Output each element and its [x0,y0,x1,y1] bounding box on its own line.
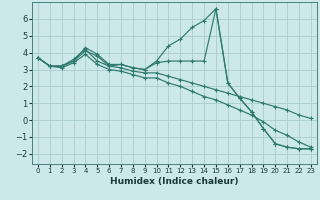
X-axis label: Humidex (Indice chaleur): Humidex (Indice chaleur) [110,177,239,186]
